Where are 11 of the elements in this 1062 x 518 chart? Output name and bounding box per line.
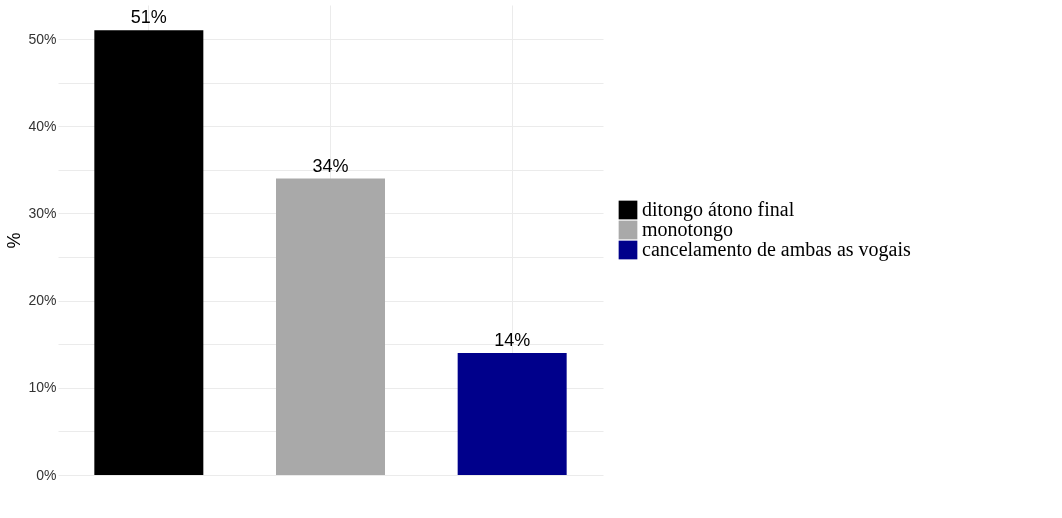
y-axis-title: % (4, 232, 25, 249)
y-tick-label: 20% (28, 292, 57, 309)
y-tick-label: 30% (28, 204, 57, 221)
legend-label: ditongo átono final (642, 198, 795, 221)
y-tick-label: 10% (28, 379, 57, 396)
y-tick-label: 0% (36, 466, 57, 483)
y-tick-label: 50% (28, 30, 57, 47)
data-label: 34% (312, 155, 349, 176)
y-tick-label: 40% (28, 117, 57, 134)
data-label: 14% (494, 329, 531, 350)
data-label: 51% (130, 7, 167, 28)
